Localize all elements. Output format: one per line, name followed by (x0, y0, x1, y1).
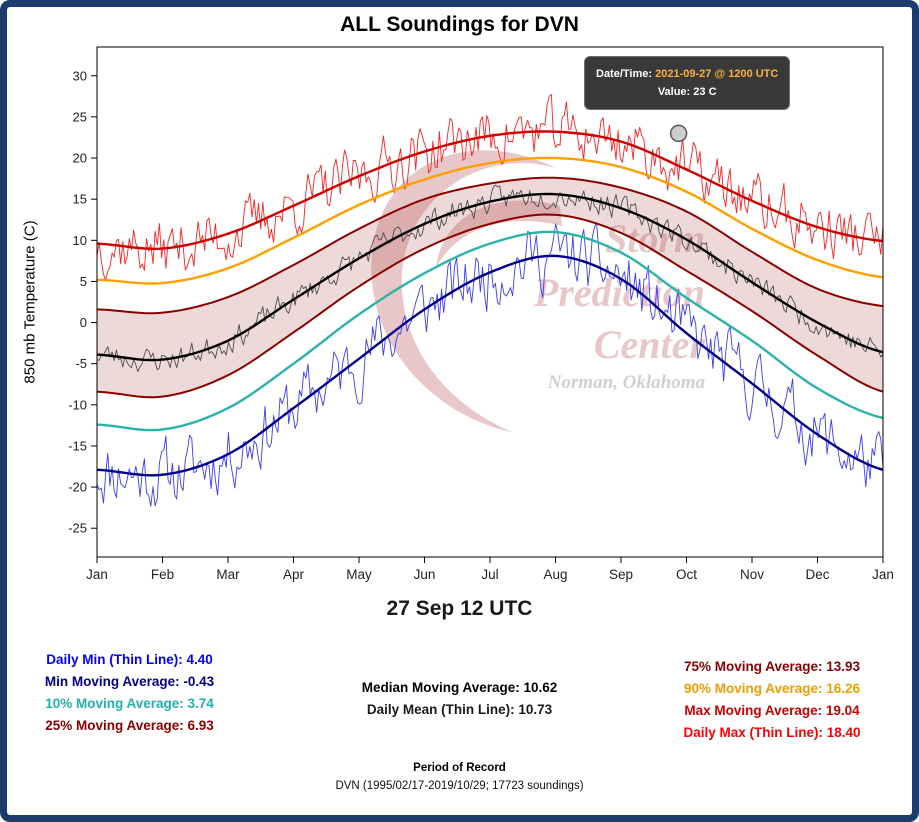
plot-border (96, 46, 884, 558)
x-tick-label: Jan (86, 567, 108, 582)
legend-value: 6.93 (187, 718, 214, 733)
x-tick-label: Jan (872, 567, 894, 582)
y-tick-label: 10 (73, 233, 87, 248)
chart-tooltip: Date/Time: 2021-09-27 @ 1200 UTC Value: … (584, 56, 791, 111)
series-10-moving-average[interactable] (97, 230, 883, 432)
legend-item-daily-mean-thin-line: Daily Mean (Thin Line): 10.73 (7, 699, 912, 721)
spc-logo-swirl-inner (436, 200, 562, 268)
legend-label: 10% Moving Average: (45, 696, 188, 711)
y-tick-label: 30 (73, 68, 87, 83)
legend-item-75-moving-average: 75% Moving Average: 13.93 (652, 656, 892, 678)
legend-value: 4.40 (186, 652, 213, 667)
legend-item-max-moving-average: Max Moving Average: 19.04 (652, 700, 892, 722)
x-tick-label: Jul (481, 567, 498, 582)
y-tick-label: -25 (68, 521, 87, 536)
x-tick-label: Dec (805, 567, 829, 582)
tooltip-value: 23 C (693, 86, 717, 99)
interquartile-band (97, 177, 883, 398)
legend-value: 3.74 (187, 696, 214, 711)
y-tick-label: 20 (73, 151, 87, 166)
series-25-moving-average[interactable] (97, 213, 883, 399)
tooltip-value-row: Value: 23 C (596, 83, 778, 101)
legend-label: Daily Max (Thin Line): (683, 725, 827, 740)
y-tick-label: 25 (73, 109, 87, 124)
legend-item-daily-min-thin-line: Daily Min (Thin Line): 4.40 (17, 649, 242, 671)
tooltip-datetime-row: Date/Time: 2021-09-27 @ 1200 UTC (596, 65, 778, 83)
tooltip-datetime-label: Date/Time: (596, 68, 653, 80)
y-axis-label: 850 mb Temperature (C) (21, 220, 39, 384)
legend-item-10-moving-average: 10% Moving Average: 3.74 (17, 693, 242, 715)
y-tick-label: -15 (68, 438, 87, 453)
legend-value: 10.62 (523, 680, 558, 695)
chart-title: ALL Soundings for DVN (340, 13, 579, 36)
legend-label: 25% Moving Average: (45, 718, 188, 733)
x-tick-label: Apr (283, 567, 305, 582)
legend-value: -0.43 (183, 674, 215, 689)
series-75-moving-average[interactable] (97, 176, 883, 315)
series-daily-min-thin-line[interactable] (97, 222, 883, 507)
hover-marker[interactable] (669, 124, 688, 143)
x-tick-label: Sep (609, 567, 633, 582)
period-of-record-detail: DVN (1995/02/17-2019/10/29; 17723 soundi… (335, 780, 584, 792)
series-median-moving-average[interactable] (97, 192, 883, 362)
chart-series (97, 94, 883, 507)
y-tick-label: -20 (68, 480, 87, 495)
y-tick-label: 5 (80, 274, 87, 289)
legend-label: 75% Moving Average: (683, 659, 827, 674)
legend-value: 10.73 (518, 702, 553, 717)
legend-item-25-moving-average: 25% Moving Average: 6.93 (17, 715, 242, 737)
legend-value: 19.04 (825, 703, 860, 718)
legend-value: 18.40 (826, 725, 861, 740)
legend-label: Min Moving Average: (44, 674, 184, 689)
legend-item-daily-max-thin-line: Daily Max (Thin Line): 18.40 (652, 722, 892, 744)
watermark-text-center: Center (594, 322, 706, 367)
legend-value: 13.93 (826, 659, 861, 674)
series-90-moving-average[interactable] (97, 156, 883, 285)
spc-logo-swirl (371, 150, 556, 432)
legend-label: 90% Moving Average: (683, 681, 827, 696)
x-tick-label: Feb (151, 567, 174, 582)
legend-label: Median Moving Average: (361, 680, 524, 695)
series-min-moving-average[interactable] (97, 254, 883, 477)
legend-item-median-moving-average: Median Moving Average: 10.62 (7, 677, 912, 699)
y-tick-label: 15 (73, 192, 87, 207)
tooltip-datetime-value: 2021-09-27 @ 1200 UTC (655, 68, 779, 80)
y-tick-label: 0 (80, 315, 87, 330)
legend-label: Daily Min (Thin Line): (46, 652, 187, 667)
tooltip-value-label: Value: (657, 86, 691, 99)
y-tick-label: -10 (68, 397, 87, 412)
legend-column-center: Median Moving Average: 10.62 Daily Mean (… (7, 677, 912, 721)
legend-column-right: 75% Moving Average: 13.93 90% Moving Aver… (652, 656, 892, 744)
legend-item-90-moving-average: 90% Moving Average: 16.26 (652, 678, 892, 700)
selected-time-heading: 27 Sep 12 UTC (386, 597, 533, 620)
series-max-moving-average[interactable] (97, 130, 883, 251)
legend-value: 16.26 (826, 681, 861, 696)
axes: -25 -20 -15 -10 -5 0 5 10 15 20 25 30 Jan Feb Mar Apr Ma… (68, 46, 894, 582)
x-tick-label: Jun (414, 567, 436, 582)
x-tick-label: Oct (676, 567, 697, 582)
legend-label: Daily Mean (Thin Line): (366, 702, 519, 717)
x-tick-label: Aug (543, 567, 567, 582)
x-tick-label: May (346, 567, 372, 582)
watermark-text-location: Norman, Oklahoma (547, 372, 706, 393)
period-of-record-heading: Period of Record (413, 762, 506, 774)
x-tick-label: Mar (216, 567, 240, 582)
legend-label: Max Moving Average: (684, 703, 826, 718)
legend-column-left: Daily Min (Thin Line): 4.40 Min Moving Av… (17, 649, 242, 737)
y-tick-label: -5 (75, 356, 87, 371)
x-tick-label: Nov (740, 567, 764, 582)
legend-item-min-moving-average: Min Moving Average: -0.43 (17, 671, 242, 693)
